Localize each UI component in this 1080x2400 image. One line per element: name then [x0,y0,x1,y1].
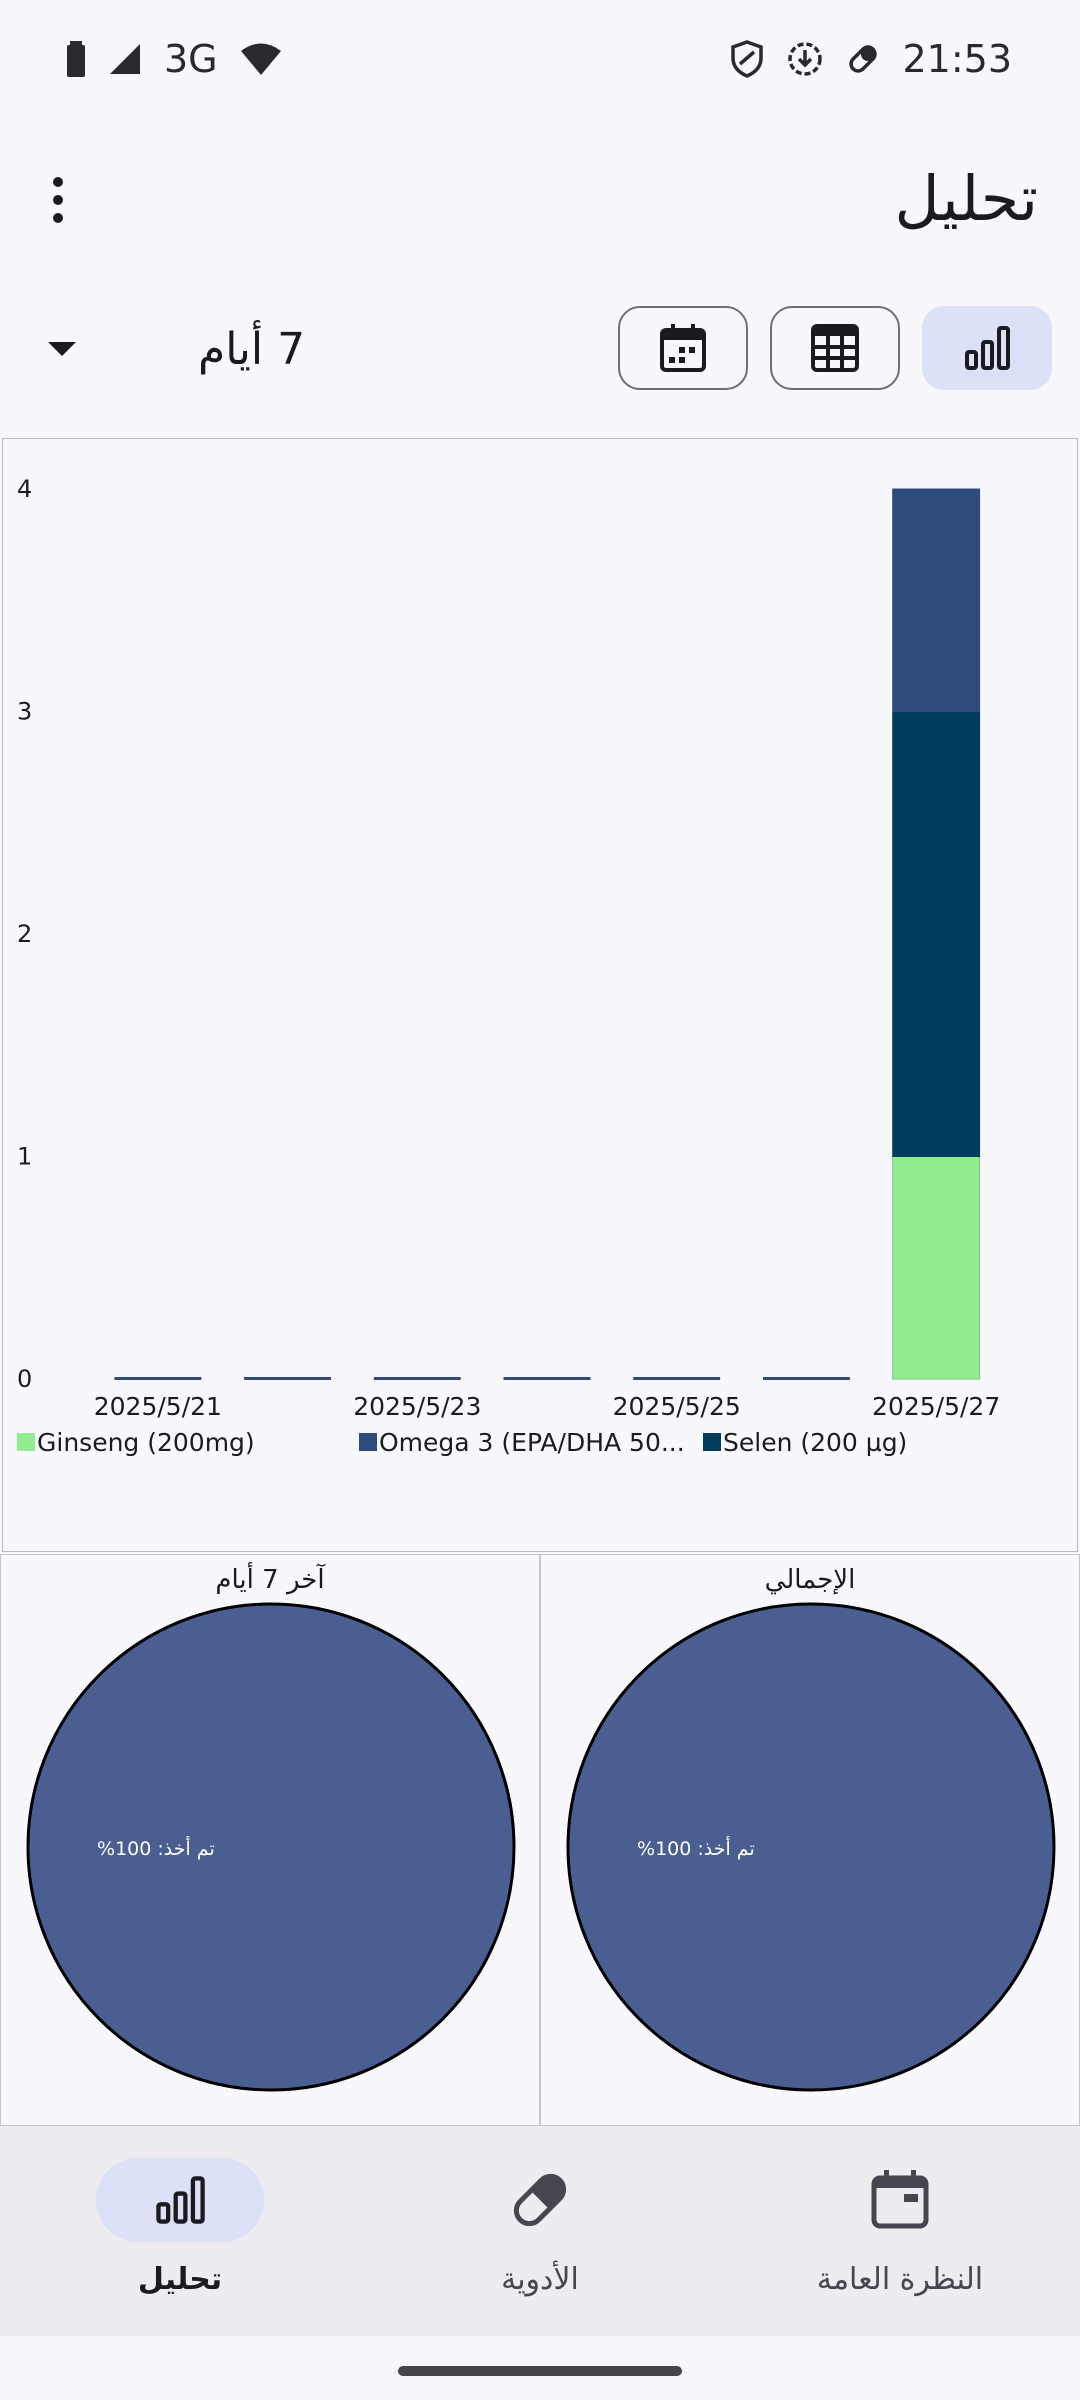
pie-slice-label: تم أخذ: 100% [97,1838,215,1860]
nav-label: النظرة العامة [816,2262,984,2297]
bar-chart-panel: 0 1 2 3 4 2025/5/21 2025/5/23 2025/5/25 2025/5/2… [2,438,1078,1552]
bar-segment-empty [114,1377,202,1380]
top-app-bar: تحليل [0,140,1080,260]
network-type: 3G [164,37,218,81]
y-tick-label: 0 [17,1365,32,1393]
pill-icon [846,42,880,76]
pie-slice-label: تم أخذ: 100% [637,1838,755,1860]
pie-panel-last-7-days: آخر 7 أيام تم أخذ: 100% [0,1554,540,2126]
x-tick-label: 2025/5/25 [613,1392,741,1421]
y-tick-label: 3 [17,698,32,726]
range-label: 7 أيام [198,323,306,375]
bar-segment-empty [373,1377,461,1380]
bar-segment-empty [244,1377,332,1380]
legend-label: Omega 3 (EPA/DHA 50... [379,1428,685,1457]
pie-chart [566,1602,1056,2092]
signal-icon [108,42,142,76]
nav-pill [96,2158,264,2242]
page-title: تحليل [894,162,1038,235]
bottom-navigation: تحليل الأدوية النظرة العامة [0,2126,1080,2336]
nav-pill [816,2158,984,2242]
bar-segment [892,1156,981,1380]
bar-segment-empty [633,1377,721,1380]
wifi-icon [240,42,282,76]
pie-panel-total: الإجمالي تم أخذ: 100% [540,1554,1080,2126]
pill-icon [513,2173,567,2227]
table-view-button[interactable] [770,306,900,390]
bar-segment-empty [762,1377,850,1380]
home-indicator[interactable] [398,2366,682,2376]
pie-title: آخر 7 أيام [215,1565,325,1595]
x-tick-label: 2025/5/21 [94,1392,222,1421]
battery-icon [66,41,86,77]
legend-label: Selen (200 µg) [723,1428,907,1457]
nav-label: تحليل [137,2262,223,2297]
range-dropdown[interactable]: 7 أيام [30,306,330,392]
download-icon [786,40,824,78]
bar-chart-icon [965,326,1010,370]
nav-item-analysis[interactable]: تحليل [40,2158,320,2318]
bar-chart-icon [156,2176,205,2224]
table-icon [811,324,859,372]
more-vert-icon[interactable] [28,160,88,240]
controls-row: 7 أيام [0,306,1080,392]
calendar-view-button[interactable] [618,306,748,390]
x-tick-label: 2025/5/27 [872,1392,1000,1421]
bar-segment [892,711,981,1157]
nav-item-overview[interactable]: النظرة العامة [760,2158,1040,2318]
clock: 21:53 [902,37,1012,81]
nav-label: الأدوية [501,2262,579,2297]
stacked-bar-chart: 0 1 2 3 4 2025/5/21 2025/5/23 2025/5/25 2025/5/2… [17,475,1000,1457]
pie-chart-row: آخر 7 أيام تم أخذ: 100% الإجمالي تم أخذ:… [0,1554,1080,2126]
dropdown-arrow-icon [48,342,76,356]
status-left: 3G [66,37,282,81]
y-tick-label: 4 [17,475,32,503]
legend-swatch [17,1433,35,1451]
legend-swatch [703,1433,721,1451]
calendar-icon [871,2170,929,2229]
status-right: 21:53 [730,37,1012,81]
nav-pill [456,2158,624,2242]
shield-icon [730,40,764,78]
pie-chart [26,1602,516,2092]
chart-view-button[interactable] [922,306,1052,390]
y-tick-label: 2 [17,920,32,948]
legend-label: Ginseng (200mg) [37,1428,255,1457]
legend-swatch [359,1433,377,1451]
x-tick-label: 2025/5/23 [353,1392,481,1421]
bar-segment-empty [503,1377,591,1380]
pie-slice-taken [26,1602,516,2092]
y-tick-label: 1 [17,1143,32,1171]
calendar-dots-icon [660,324,706,372]
pie-slice-taken [566,1602,1056,2092]
nav-item-medications[interactable]: الأدوية [400,2158,680,2318]
status-bar: 3G 21:53 [0,0,1080,118]
pie-title: الإجمالي [764,1565,856,1595]
bar-segment [892,488,981,712]
